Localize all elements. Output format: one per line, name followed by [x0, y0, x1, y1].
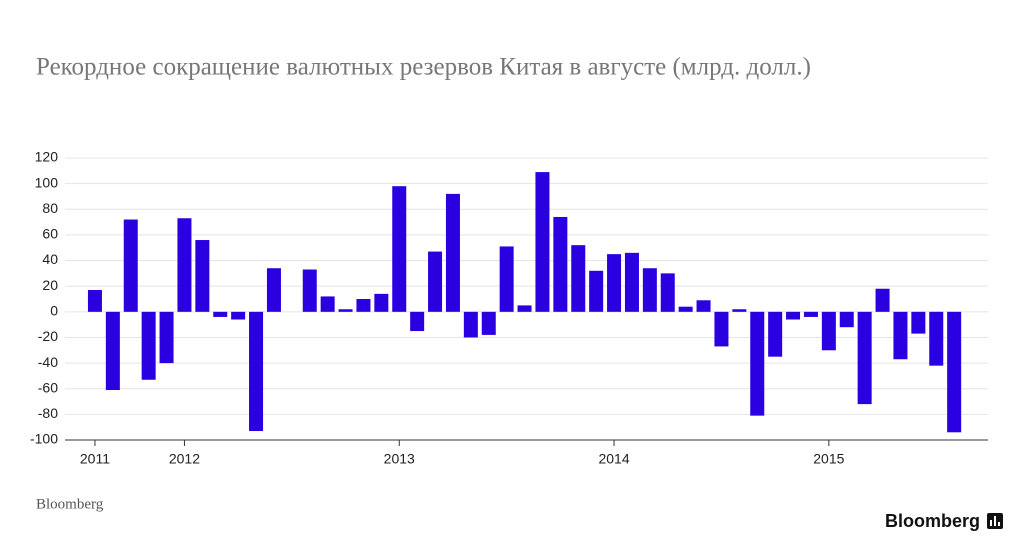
bar [302, 269, 317, 312]
bar [911, 311, 926, 334]
bar [231, 311, 246, 320]
bar [893, 311, 908, 360]
y-tick-label: 0 [50, 303, 58, 319]
bar [929, 311, 944, 366]
bar [410, 311, 425, 332]
bar [678, 306, 693, 312]
bar [374, 293, 389, 312]
y-tick-label: 80 [42, 200, 58, 216]
bar [481, 311, 496, 335]
logo: Bloomberg [885, 511, 980, 531]
bar [947, 311, 962, 433]
y-tick-label: -20 [38, 328, 58, 344]
x-tick-label: 2013 [384, 451, 415, 467]
x-tick-label: 2014 [598, 451, 629, 467]
bar [696, 300, 711, 312]
bar [249, 311, 264, 432]
bar [642, 268, 657, 312]
logo-icon [987, 513, 1003, 529]
bar [445, 193, 460, 312]
bar [857, 311, 872, 405]
bar [499, 246, 514, 312]
bar [392, 186, 407, 312]
bar [141, 311, 156, 380]
bar [356, 299, 371, 312]
bar [177, 218, 192, 312]
x-tick-label: 2012 [169, 451, 200, 467]
bar [195, 240, 210, 312]
y-tick-label: -80 [38, 405, 58, 421]
chart-title: Рекордное сокращение валютных резервов К… [36, 54, 811, 81]
bar [87, 290, 102, 312]
bar [159, 311, 174, 364]
bar [839, 311, 854, 328]
bar [320, 296, 335, 312]
bar [821, 311, 836, 351]
bar [607, 254, 622, 312]
bar [266, 268, 281, 312]
bar [213, 311, 228, 317]
bar [553, 216, 568, 312]
y-tick-label: 20 [42, 277, 58, 293]
source: Bloomberg [36, 496, 104, 512]
bar [786, 311, 801, 320]
y-tick-label: 60 [42, 226, 58, 242]
bar [660, 273, 675, 312]
y-tick-label: -40 [38, 354, 58, 370]
bar [875, 288, 890, 312]
x-tick-label: 2015 [813, 451, 844, 467]
bar [535, 172, 550, 312]
bar [123, 219, 138, 312]
bar [624, 252, 639, 312]
bar [732, 309, 747, 312]
bar [428, 251, 443, 312]
bar [714, 311, 729, 347]
y-tick-label: 120 [35, 149, 59, 165]
bar [105, 311, 120, 391]
bar [571, 245, 586, 312]
bar [589, 270, 604, 312]
y-tick-label: 100 [35, 174, 59, 190]
y-tick-label: -100 [30, 431, 58, 447]
bar [463, 311, 478, 338]
x-tick-label: 2011 [80, 451, 110, 467]
bar [750, 311, 765, 416]
bar [768, 311, 783, 357]
bar [517, 305, 532, 312]
bar [803, 311, 818, 317]
y-tick-label: -60 [38, 379, 58, 395]
bar [338, 309, 353, 312]
y-tick-label: 40 [42, 251, 58, 267]
